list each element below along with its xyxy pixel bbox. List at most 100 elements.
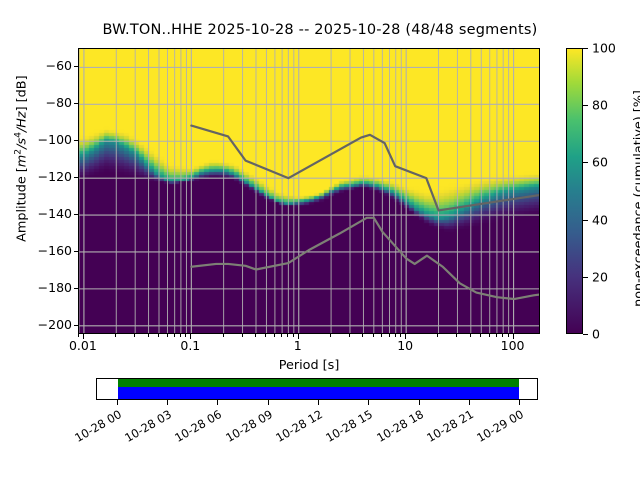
x-axis-major-tick-mark [512, 334, 514, 339]
x-axis-major-tick-mark [82, 334, 84, 339]
y-axis-tick-label: −60 [45, 58, 72, 74]
colorbar-tick-label: 60 [592, 154, 608, 170]
timeline-tick-mark [116, 400, 118, 405]
timeline-tick-mark [469, 400, 471, 405]
colorbar-tick-mark [583, 334, 588, 335]
x-axis-minor-tick-mark [241, 334, 243, 337]
plot-gridlines [79, 49, 539, 333]
colorbar-tick-label: 80 [592, 97, 608, 113]
timeline-tick-label: 10-28 18 [373, 407, 426, 445]
colorbar-tick-mark [583, 219, 588, 221]
colorbar-tick-label: 100 [592, 40, 616, 56]
timeline-coverage-axes[interactable] [96, 378, 538, 400]
timeline-tick-mark [217, 400, 219, 405]
x-axis-label: Period [s] [278, 358, 340, 373]
y-axis-tick-label: −140 [37, 206, 72, 222]
noise-model-lines [190, 124, 539, 301]
x-axis-minor-tick-mark [185, 334, 187, 337]
timeline-tick-mark [368, 400, 370, 405]
x-axis-minor-tick-mark [255, 334, 256, 337]
y-axis-tick-mark [74, 214, 78, 216]
x-axis-minor-tick-mark [292, 334, 294, 337]
colorbar-tick-mark [583, 276, 588, 278]
x-axis-tick-label: 100 [500, 338, 525, 353]
colorbar-tick-mark [583, 48, 588, 49]
colorbar-label: non-exceedance (cumulative) [%] [631, 90, 640, 307]
colorbar-tick-label: 20 [592, 269, 608, 285]
y-axis-tick-mark [74, 287, 78, 289]
x-axis-major-tick-mark [297, 334, 299, 339]
y-axis-tick-label: −160 [37, 242, 72, 258]
x-axis-minor-tick-mark [265, 334, 267, 337]
x-axis-minor-tick-mark [437, 334, 439, 337]
timeline-tick-mark [318, 400, 320, 405]
y-axis-tick-mark [74, 177, 78, 179]
colorbar-tick-mark [583, 105, 588, 107]
timeline-tick-label: 10-28 00 [71, 407, 124, 445]
y-axis-tick-label: −200 [37, 316, 72, 332]
x-axis-minor-tick-mark [273, 334, 275, 337]
x-axis-minor-tick-mark [330, 334, 332, 337]
y-axis-tick-label: −100 [37, 132, 72, 148]
x-axis-minor-tick-mark [388, 334, 390, 337]
x-axis-minor-tick-mark [348, 334, 350, 337]
colorbar-tick-mark [583, 162, 588, 164]
x-axis-minor-tick-mark [287, 334, 289, 337]
x-axis-minor-tick-mark [488, 334, 490, 337]
timeline-tick-label: 10-29 00 [474, 407, 527, 445]
x-axis-minor-tick-mark [480, 334, 482, 337]
colorbar-tick-label: 0 [592, 326, 600, 342]
x-axis-minor-tick-mark [456, 334, 458, 337]
x-axis-major-tick-mark [405, 334, 407, 339]
x-axis-minor-tick-mark [507, 334, 509, 337]
nlnm-line [190, 216, 539, 301]
timeline-tick-mark [519, 400, 521, 405]
colorbar-gradient [566, 48, 583, 334]
x-axis-minor-tick-mark [381, 334, 383, 337]
x-axis-minor-tick-mark [78, 334, 79, 337]
timeline-tick-label: 10-28 21 [424, 407, 477, 445]
x-axis-minor-tick-mark [173, 334, 175, 337]
data-coverage-bar [117, 379, 519, 388]
x-axis-tick-label: 10 [397, 338, 414, 353]
y-axis-tick-mark [74, 140, 78, 142]
x-axis-minor-tick-mark [400, 334, 402, 337]
x-axis-minor-tick-mark [469, 334, 471, 337]
x-axis-minor-tick-mark [222, 334, 224, 337]
ppsd-plot-area[interactable] [78, 48, 540, 334]
psd-segments-bar [117, 387, 519, 399]
y-axis-tick-label: −180 [37, 279, 72, 295]
timeline-tick-label: 10-28 12 [273, 407, 326, 445]
x-axis-minor-tick-mark [179, 334, 181, 337]
x-axis-minor-tick-mark [157, 334, 159, 337]
x-axis-minor-tick-mark [115, 334, 117, 337]
y-axis-tick-mark [74, 250, 78, 252]
x-axis-minor-tick-mark [134, 334, 136, 337]
x-axis-minor-tick-mark [147, 334, 149, 337]
y-axis-tick-label: −120 [37, 169, 72, 185]
timeline-tick-mark [418, 400, 420, 405]
x-axis-minor-tick-mark [281, 334, 283, 337]
timeline-tick-label: 10-28 15 [323, 407, 376, 445]
timeline-tick-label: 10-28 09 [222, 407, 275, 445]
x-axis-minor-tick-mark [495, 334, 497, 337]
x-axis-tick-label: 0.01 [68, 338, 97, 353]
timeline-tick-label: 10-28 03 [122, 407, 175, 445]
nhnm-line [190, 124, 539, 212]
x-axis-major-tick-mark [190, 334, 192, 339]
x-axis-minor-tick-mark [394, 334, 396, 337]
x-axis-tick-label: 1 [293, 338, 302, 353]
y-axis-tick-mark [74, 103, 78, 105]
timeline-tick-mark [167, 400, 169, 405]
timeline-tick-label: 10-28 06 [172, 407, 225, 445]
x-axis-minor-tick-mark [362, 334, 364, 337]
timeline-tick-mark [267, 400, 269, 405]
x-axis-minor-tick-mark [166, 334, 168, 337]
y-axis-tick-mark [74, 66, 78, 68]
y-axis-tick-mark [74, 324, 78, 326]
y-axis-tick-label: −80 [45, 95, 72, 111]
x-axis-tick-label: 0.1 [180, 338, 201, 353]
colorbar-tick-label: 40 [592, 212, 608, 228]
x-axis-minor-tick-mark [372, 334, 374, 337]
